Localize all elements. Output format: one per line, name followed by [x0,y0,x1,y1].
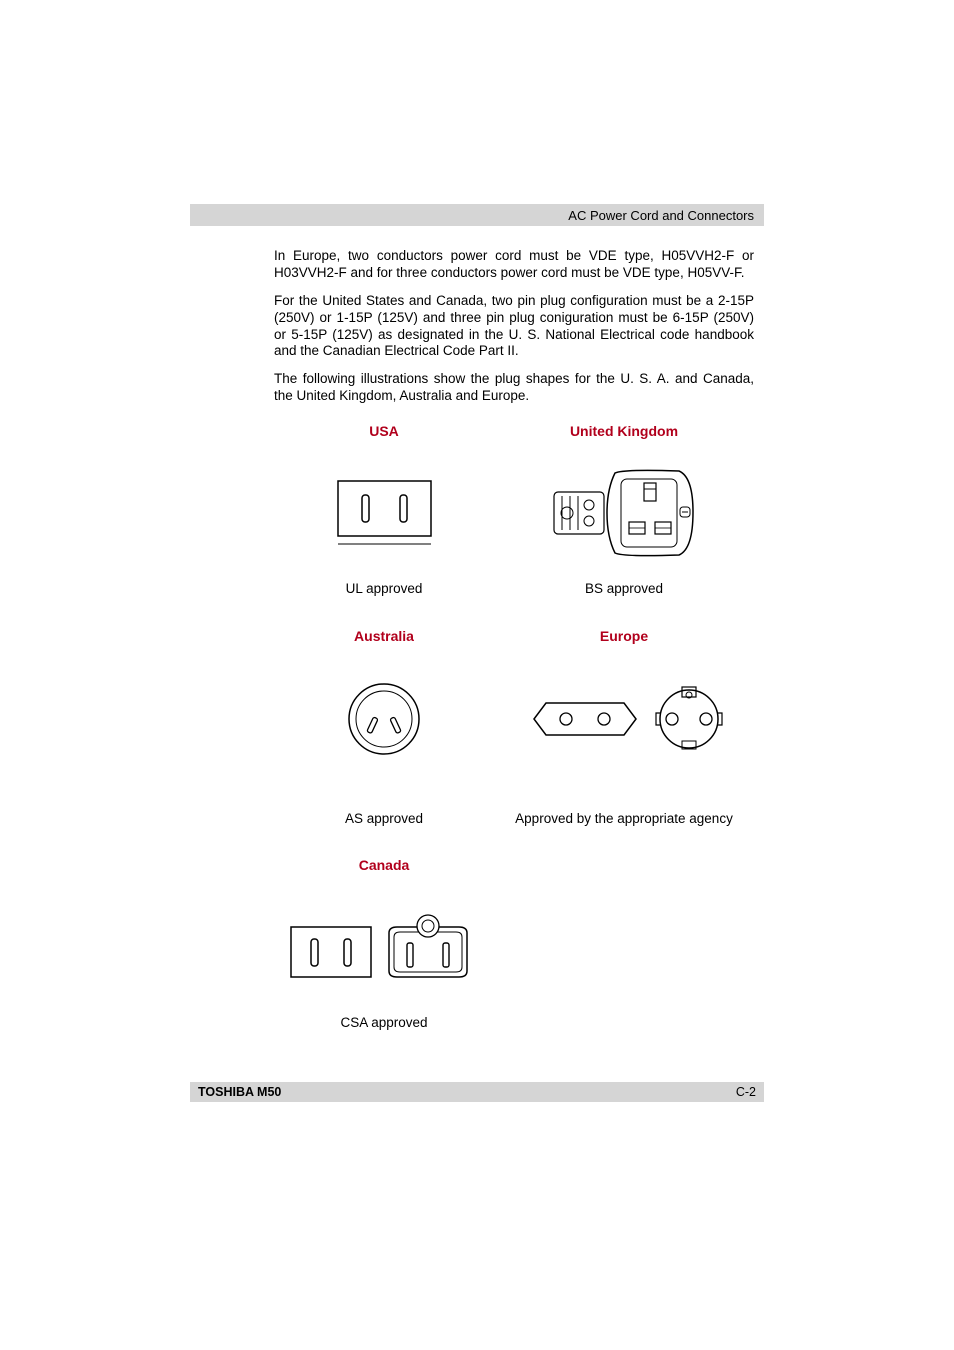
page-content: In Europe, two conductors power cord mus… [274,248,754,1062]
header-bar: AC Power Cord and Connectors [190,204,764,226]
plug-aus-caption: AS approved [345,810,423,828]
plug-europe: Europe [494,628,754,828]
plug-canada: Canada CS [274,857,494,1032]
footer-page-number: C-2 [736,1085,756,1099]
footer-bar: TOSHIBA M50 C-2 [190,1082,764,1102]
uk-plug-icon [549,467,699,562]
plug-row-2: Australia AS approved Europe [274,628,754,828]
plug-uk-figure [549,467,699,562]
plugs-grid: USA UL approved United Kingdom [274,423,754,1032]
plug-usa: USA UL approved [274,423,494,598]
canada-plug-icon [289,909,479,989]
plug-canada-caption: CSA approved [340,1014,427,1032]
plug-canada-title: Canada [359,857,410,873]
usa-plug-icon [337,480,432,550]
plug-aus-figure [344,672,424,767]
footer-model: TOSHIBA M50 [198,1085,281,1099]
plug-row-1: USA UL approved United Kingdom [274,423,754,598]
plug-aus: Australia AS approved [274,628,494,828]
plug-europe-title: Europe [600,628,648,644]
plug-uk: United Kingdom [494,423,754,598]
paragraph-europe: In Europe, two conductors power cord mus… [274,248,754,282]
plug-uk-caption: BS approved [585,580,663,598]
plug-usa-caption: UL approved [346,580,423,598]
plug-europe-figure [524,672,724,767]
plug-usa-figure [337,467,432,562]
plug-uk-title: United Kingdom [570,423,678,439]
paragraph-us-canada: For the United States and Canada, two pi… [274,293,754,361]
aus-plug-icon [344,679,424,759]
plug-aus-title: Australia [354,628,414,644]
paragraph-illustrations: The following illustrations show the plu… [274,371,754,405]
header-title: AC Power Cord and Connectors [568,208,754,223]
plug-europe-caption: Approved by the appropriate agency [515,810,733,828]
plug-usa-title: USA [369,423,399,439]
plug-canada-figure [289,901,479,996]
europe-plug-icon [524,679,724,759]
plug-row-3: Canada CS [274,857,754,1032]
